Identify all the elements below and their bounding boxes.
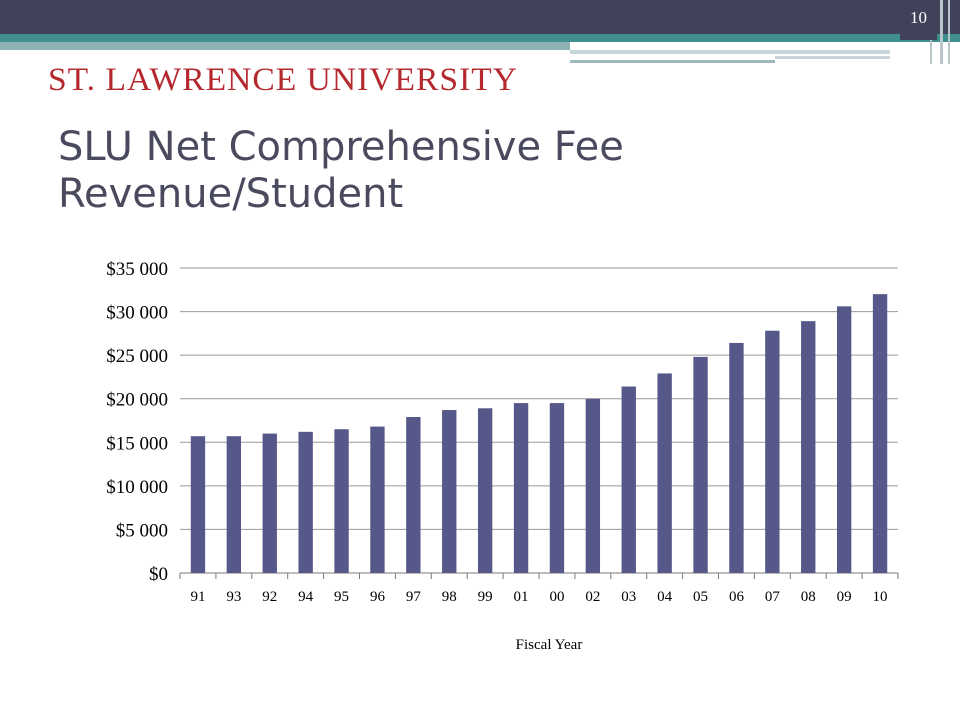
y-tick-label: $30 000 — [106, 303, 168, 324]
bar — [765, 330, 780, 573]
y-tick-label: $35 000 — [106, 259, 168, 280]
x-tick-label: 98 — [442, 589, 457, 605]
x-tick-label: 01 — [514, 589, 529, 605]
x-tick-label: 99 — [478, 589, 493, 605]
y-tick-label: $20 000 — [106, 390, 168, 411]
x-tick-label: 00 — [549, 589, 564, 605]
bar — [477, 408, 493, 573]
bar — [442, 410, 457, 573]
header-bar — [0, 0, 960, 34]
bar — [262, 433, 277, 573]
page-number-box — [900, 0, 937, 40]
bar — [298, 431, 313, 573]
x-tick-label: 10 — [873, 589, 888, 605]
x-tick-label: 09 — [837, 589, 852, 605]
y-tick-label: $10 000 — [106, 477, 168, 498]
accent-stripe-thin — [775, 56, 890, 59]
x-axis-label: Fiscal Year — [516, 637, 583, 653]
x-tick-label: 97 — [406, 589, 422, 605]
bar — [370, 426, 385, 573]
slide-title-line1: SLU Net Comprehensive Fee — [58, 124, 624, 170]
y-tick-label: $0 — [149, 564, 168, 585]
x-tick-label: 05 — [693, 589, 708, 605]
bar — [801, 321, 816, 573]
bar — [513, 403, 529, 573]
x-tick-label: 02 — [585, 589, 600, 605]
decor-line — [940, 0, 943, 64]
y-tick-label: $5 000 — [116, 520, 168, 541]
accent-stripe — [0, 34, 960, 42]
bar — [693, 356, 708, 573]
bar — [657, 373, 672, 573]
x-tick-label: 03 — [621, 589, 636, 605]
bar — [729, 342, 744, 573]
accent-stripe-light — [0, 42, 570, 50]
x-tick-label: 95 — [334, 589, 349, 605]
bar — [836, 306, 852, 573]
decor-line — [948, 0, 950, 64]
x-tick-label: 96 — [370, 589, 386, 605]
page-number: 10 — [910, 8, 927, 27]
bar — [190, 436, 206, 573]
svg-text:ST. LAWRENCE UNIVERSITY: ST. LAWRENCE UNIVERSITY — [48, 62, 518, 98]
bar — [585, 398, 601, 573]
x-tick-label: 94 — [298, 589, 314, 605]
slide-title-line2: Revenue/Student — [58, 171, 404, 217]
university-logo: ST. LAWRENCE UNIVERSITY — [48, 62, 518, 98]
accent-stripe-thin — [570, 60, 775, 63]
y-tick-label: $15 000 — [106, 433, 168, 454]
x-tick-label: 08 — [801, 589, 816, 605]
bar — [334, 429, 349, 573]
bar — [621, 386, 636, 573]
x-tick-label: 06 — [729, 589, 745, 605]
accent-stripe-thin — [570, 50, 890, 54]
bar — [226, 436, 242, 573]
x-tick-label: 93 — [226, 589, 241, 605]
bar — [549, 403, 565, 573]
bar — [872, 294, 888, 573]
bar-chart: $0 $5 000 $10 000 $15 000 $20 000 $25 000 $30 … — [106, 259, 899, 653]
x-tick-label: 04 — [657, 589, 673, 605]
bar — [406, 417, 421, 573]
x-tick-label: 91 — [190, 589, 205, 605]
slide-title: SLU Net Comprehensive Fee Revenue/Studen… — [58, 124, 858, 218]
y-tick-label: $25 000 — [106, 346, 168, 367]
x-tick-label: 92 — [262, 589, 277, 605]
x-tick-label: 07 — [765, 589, 781, 605]
